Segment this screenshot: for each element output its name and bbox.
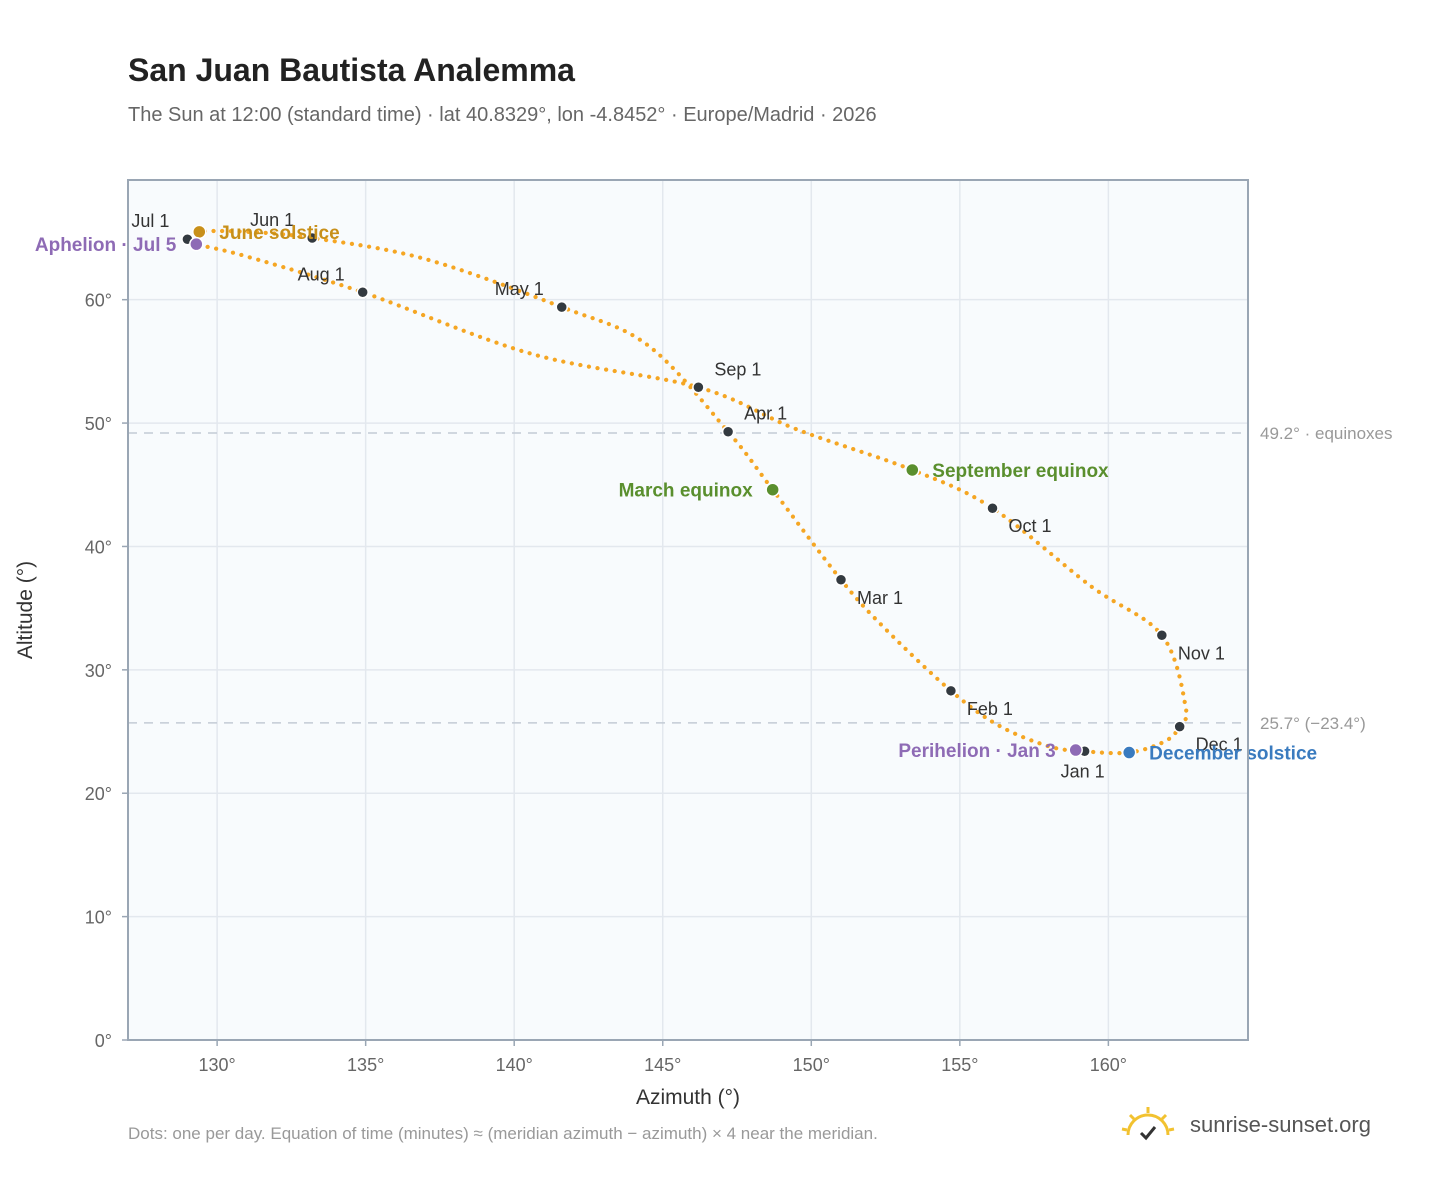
event-label: Perihelion · Jan 3	[898, 741, 1055, 762]
month-label: Jul 1	[131, 211, 169, 231]
event-label: June solstice	[219, 223, 339, 244]
x-tick-label: 145°	[644, 1055, 681, 1075]
month-label: Aug 1	[298, 264, 345, 284]
analemma-daily-dots	[185, 228, 1189, 756]
month-point	[1155, 629, 1169, 642]
month-point	[1173, 720, 1186, 733]
y-tick-label: 20°	[85, 784, 112, 804]
month-label: Feb 1	[967, 699, 1013, 719]
footnote: Dots: one per day. Equation of time (min…	[128, 1124, 878, 1143]
reference-lines: 49.2° · equinoxes 25.7° (−23.4°)	[128, 424, 1393, 733]
event-label: Aphelion · Jul 5	[35, 235, 177, 256]
y-tick-label: 40°	[85, 537, 112, 557]
event-marker	[765, 482, 780, 497]
month-label: Jun 1	[250, 210, 294, 230]
x-tick-label: 135°	[347, 1055, 384, 1075]
y-tick-label: 0°	[95, 1031, 112, 1051]
event-label: December solstice	[1149, 744, 1317, 765]
month-label: Jan 1	[1061, 761, 1105, 781]
month-label: Oct 1	[1009, 516, 1052, 536]
month-point	[834, 573, 848, 587]
event-marker	[189, 236, 204, 252]
chart-title: San Juan Bautista Analemma	[128, 52, 575, 88]
month-point	[721, 425, 735, 438]
event-marker	[1121, 745, 1137, 760]
event-markers: June solstice Aphelion · Jul 5 March equin…	[35, 223, 1317, 765]
brand[interactable]: sunrise-sunset.org	[1120, 1100, 1371, 1150]
month-point	[356, 286, 369, 299]
event-marker	[1068, 742, 1083, 758]
month-point	[986, 501, 999, 515]
month-label: May 1	[495, 279, 544, 299]
event-marker	[192, 224, 207, 240]
axes: 130° 135° 140° 145° 150° 155° 160° 0° 10° 20° 30° 4…	[14, 179, 1249, 1109]
x-tick-label: 160°	[1090, 1055, 1127, 1075]
month-label: Apr 1	[744, 404, 787, 424]
month-point	[692, 381, 705, 394]
y-axis-label: Altitude (°)	[14, 561, 37, 659]
x-tick-label: 130°	[199, 1055, 236, 1075]
y-tick-label: 50°	[85, 414, 112, 434]
x-tick-label: 150°	[793, 1055, 830, 1075]
month-label: Dec 1	[1196, 735, 1243, 755]
y-tick-label: 60°	[85, 291, 112, 311]
month-point	[944, 684, 958, 698]
reference-line-label: 49.2° · equinoxes	[1260, 424, 1393, 443]
month-point	[305, 231, 319, 245]
x-axis-label: Azimuth (°)	[636, 1086, 740, 1109]
event-marker	[905, 462, 920, 478]
event-label: September equinox	[932, 461, 1109, 482]
month-label: Sep 1	[714, 359, 761, 379]
x-tick-label: 140°	[496, 1055, 533, 1075]
y-tick-label: 30°	[85, 661, 112, 681]
chart-subtitle: The Sun at 12:00 (standard time) · lat 4…	[128, 104, 877, 126]
month-point	[555, 300, 568, 314]
plot-area	[128, 180, 1248, 1040]
plot-background	[128, 180, 1248, 1040]
month-label: Nov 1	[1178, 643, 1225, 663]
event-label: March equinox	[619, 481, 754, 502]
reference-line-label: 25.7° (−23.4°)	[1260, 714, 1366, 733]
x-tick-label: 155°	[941, 1055, 978, 1075]
sunrise-logo-icon	[1121, 1107, 1175, 1141]
y-tick-label: 10°	[85, 908, 112, 928]
monthly-points: Jan 1 Feb 1 Mar 1 Apr 1 May 1 Jun 1 Jul 1 Aug 1…	[131, 210, 1242, 781]
analemma-curve	[185, 228, 1189, 756]
brand-name[interactable]: sunrise-sunset.org	[1190, 1112, 1371, 1137]
plot-frame	[127, 179, 1249, 1041]
month-label: Mar 1	[857, 588, 903, 608]
